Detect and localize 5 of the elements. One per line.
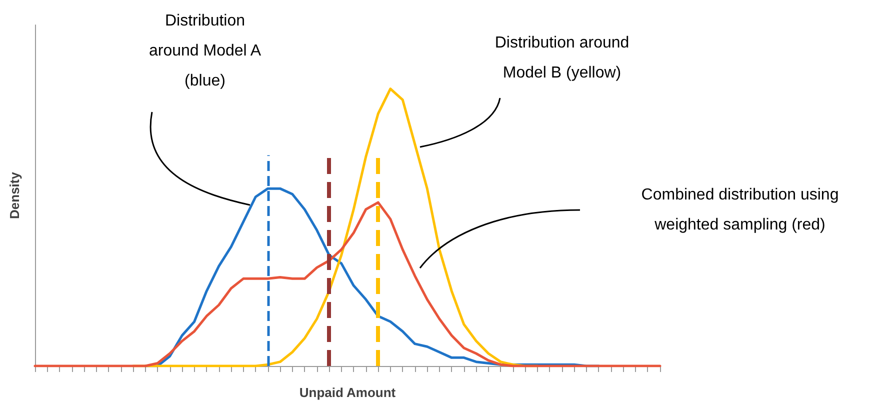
x-axis-title: Unpaid Amount <box>299 385 396 400</box>
annotation: Distribution around Model A (blue) <box>148 12 262 90</box>
text: Distribution around Model B (yellow) <box>494 34 630 82</box>
y-axis-title: Density <box>7 171 22 219</box>
annotation: Combined distribution using weighted sampling (red) <box>641 186 839 234</box>
